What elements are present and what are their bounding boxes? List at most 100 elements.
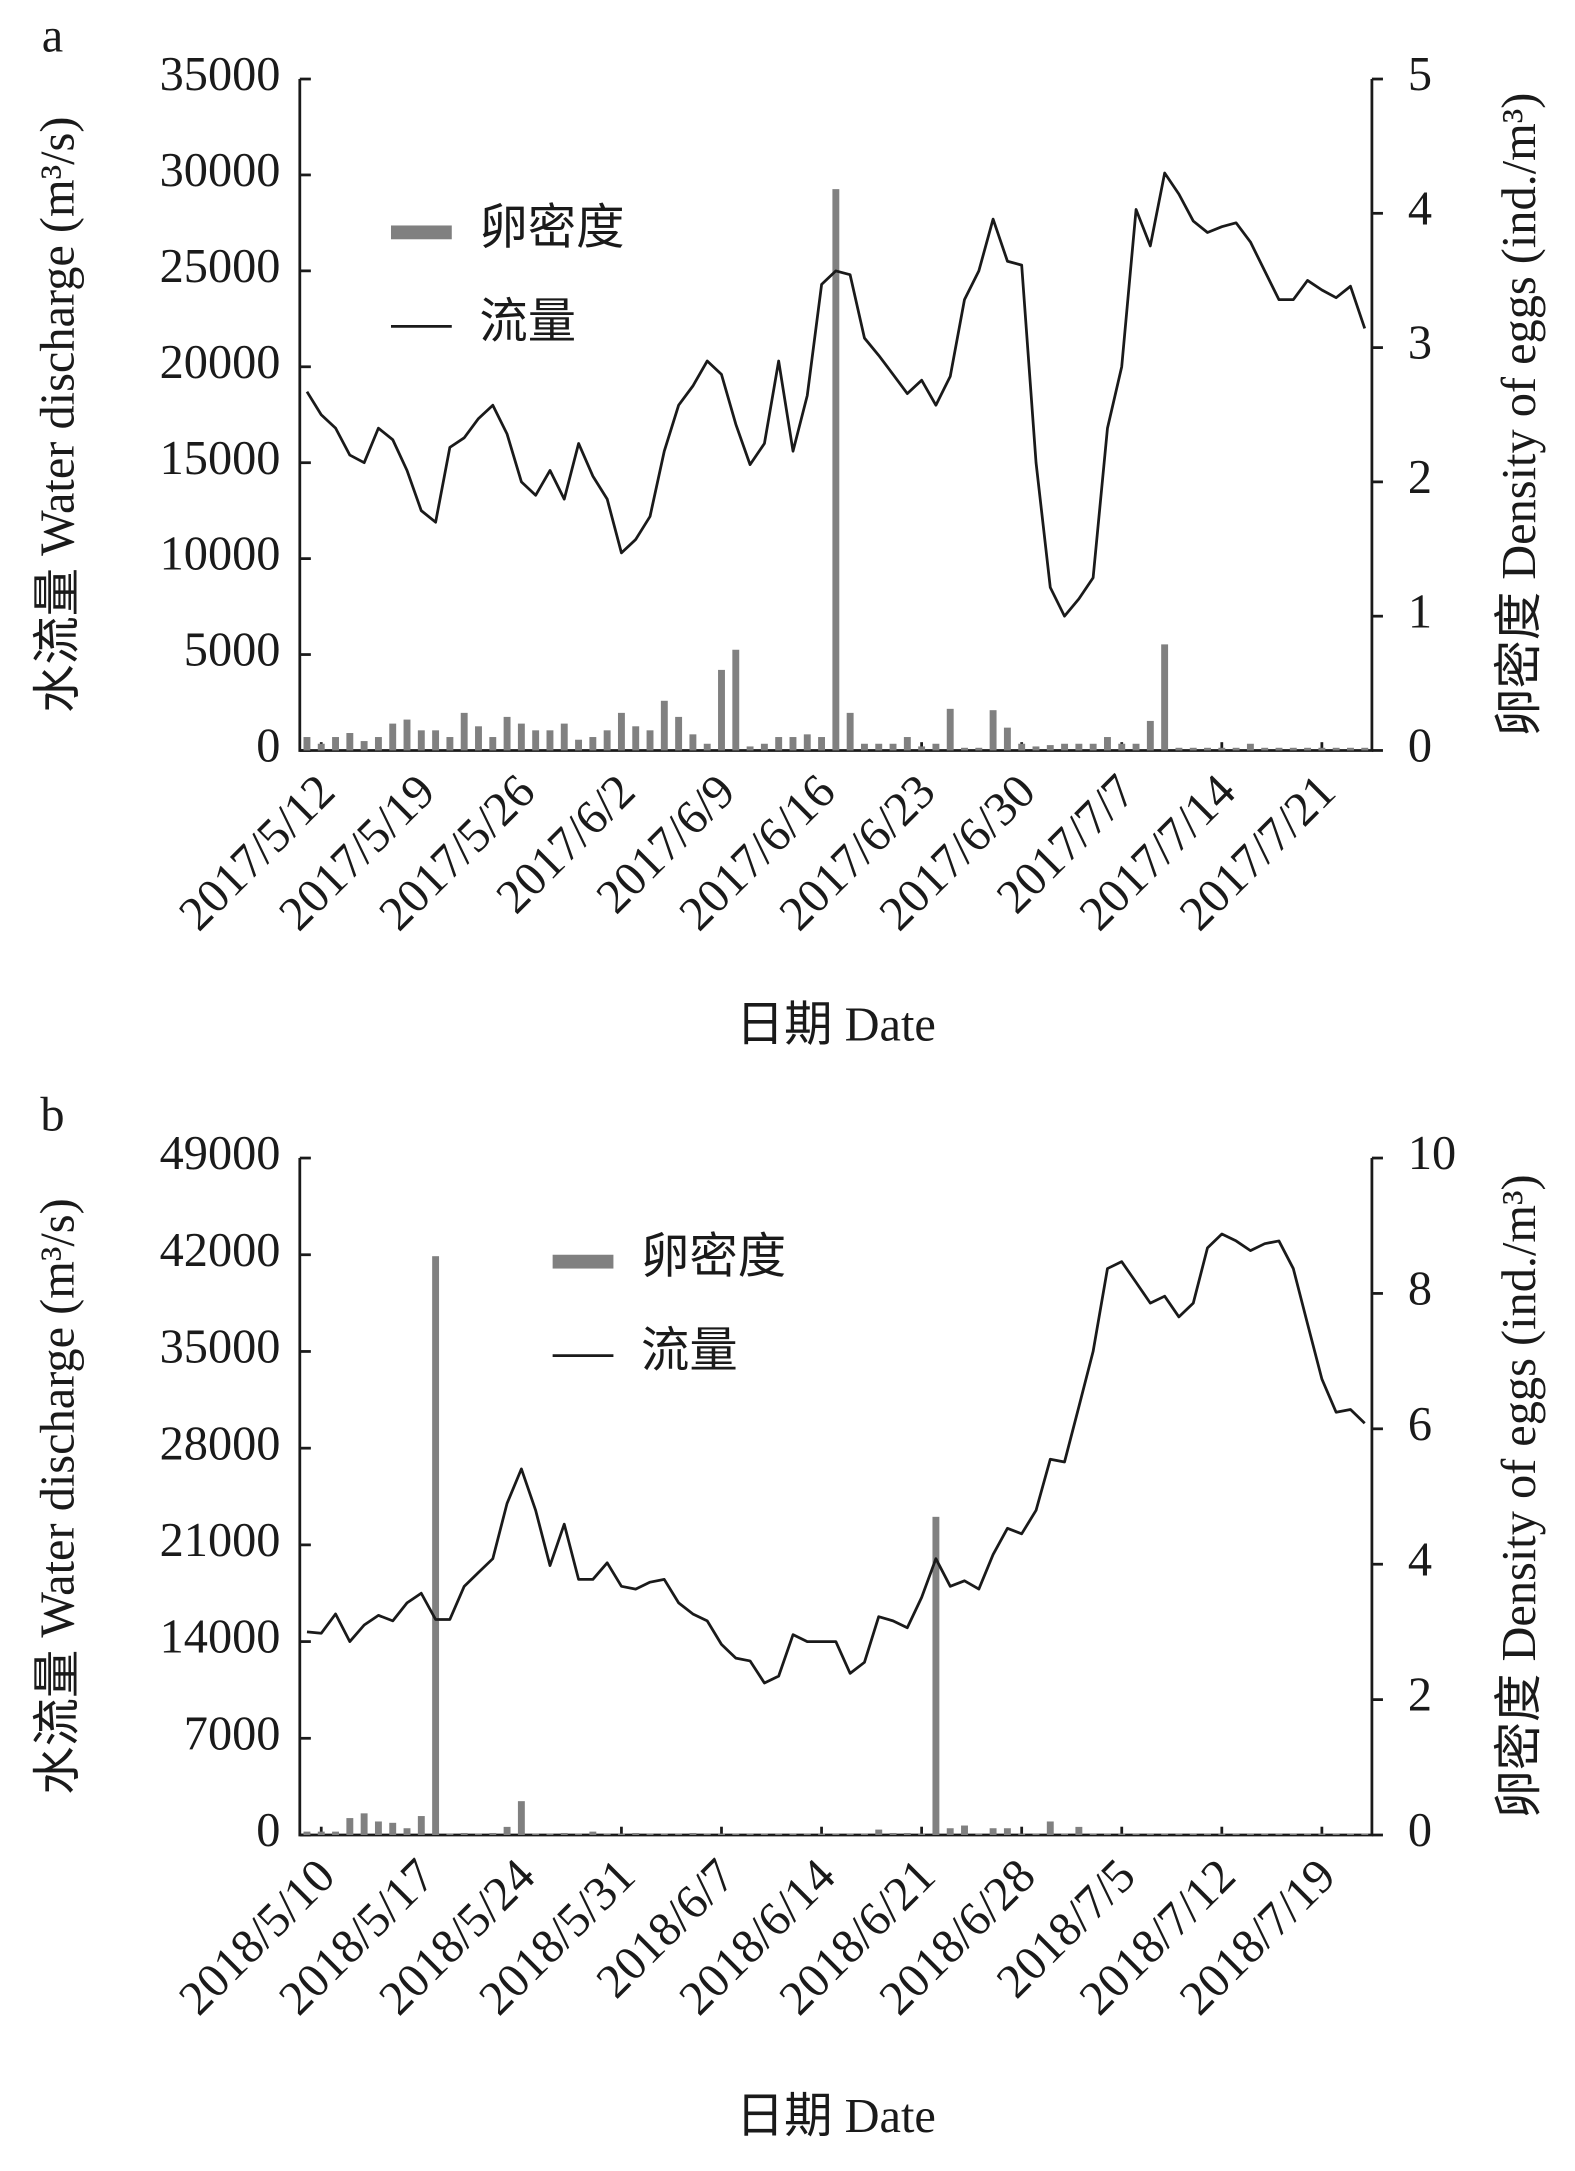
bar [446, 737, 454, 751]
y-tick-label: 30000 [160, 144, 281, 197]
bar [417, 730, 425, 751]
bar [1275, 747, 1283, 751]
bar [1361, 1833, 1369, 1836]
bar [660, 1833, 668, 1836]
bar [1089, 743, 1097, 751]
bar [946, 708, 954, 751]
bar [760, 743, 768, 751]
bar [1032, 746, 1040, 751]
y-tick-label: 25000 [160, 240, 281, 293]
bar [360, 741, 368, 751]
bar [689, 734, 697, 751]
bar [475, 726, 482, 751]
legend-label: 流量 [479, 295, 576, 348]
bar [1018, 743, 1026, 751]
bar [432, 730, 440, 751]
bar [1032, 1833, 1040, 1836]
bar [1318, 747, 1326, 751]
bar [1189, 1833, 1197, 1836]
bar [932, 743, 940, 751]
bar [303, 1831, 311, 1836]
bar [889, 743, 897, 751]
bar [346, 1818, 354, 1836]
bar [703, 1833, 711, 1836]
bar [946, 1828, 954, 1836]
legend-label: 卵密度 [479, 200, 624, 254]
bar [317, 1831, 325, 1836]
bar [575, 1833, 583, 1836]
bar [589, 1831, 597, 1836]
bar [860, 743, 868, 751]
bar [589, 737, 597, 751]
bar [1132, 743, 1140, 751]
bar [1146, 720, 1154, 751]
y2-tick-label: 6 [1408, 1398, 1432, 1451]
y2-axis-label: 卵密度 Density of eggs (ind./m³) [1492, 1174, 1546, 1818]
discharge-line [306, 1232, 1366, 1685]
bar [975, 747, 983, 751]
bar [503, 716, 511, 751]
y2-tick-label: 2 [1408, 451, 1432, 504]
bar [1003, 1828, 1011, 1836]
y-tick-label: 35000 [160, 48, 281, 101]
bar [1275, 1833, 1283, 1836]
bar [789, 1833, 797, 1836]
x-axis-label: 日期 Date [736, 2090, 936, 2143]
bar [1361, 747, 1369, 751]
bar [1261, 747, 1269, 751]
bar [932, 1516, 940, 1836]
legend-label: 卵密度 [641, 1230, 786, 1284]
bar [1232, 747, 1240, 751]
bar [1046, 1821, 1054, 1836]
bar [517, 723, 525, 751]
bar [775, 737, 783, 751]
bar [403, 1828, 411, 1836]
bar [1061, 1833, 1069, 1836]
bar [1104, 737, 1111, 751]
bar [632, 726, 640, 751]
bar [432, 1256, 440, 1836]
bar [1289, 747, 1297, 751]
bar [1132, 1833, 1140, 1836]
bar [460, 712, 468, 751]
bar [646, 730, 654, 751]
bar [1246, 1833, 1254, 1836]
bar [1218, 747, 1226, 751]
bar [532, 730, 540, 751]
y2-tick-label: 8 [1408, 1263, 1432, 1316]
panel-label: b [40, 1088, 64, 1141]
bar [1347, 747, 1354, 751]
bar [675, 1833, 683, 1836]
bar [1204, 747, 1211, 751]
bar [675, 716, 683, 751]
bar [1046, 745, 1054, 751]
bar [1232, 1833, 1240, 1836]
bar [389, 1822, 397, 1836]
bar [374, 1821, 382, 1836]
y-axis-label: 水流量 Water discharge (m³/s) [31, 1198, 84, 1794]
y2-tick-label: 4 [1408, 1533, 1432, 1586]
bar [332, 737, 339, 751]
bar [961, 1825, 968, 1836]
y2-tick-label: 5 [1408, 48, 1432, 101]
bar [689, 1832, 697, 1836]
bar [1304, 1833, 1312, 1836]
bar [775, 1833, 783, 1836]
bar [732, 1833, 740, 1836]
bar [489, 1832, 497, 1836]
bar [603, 730, 611, 751]
bar [803, 1833, 811, 1836]
bar [1175, 747, 1183, 751]
bar [1104, 1833, 1111, 1836]
legend-label: 流量 [641, 1325, 738, 1378]
bar [632, 1832, 640, 1836]
y-tick-label: 10000 [160, 528, 281, 581]
bar [975, 1833, 983, 1836]
y-tick-label: 42000 [160, 1224, 281, 1277]
axis-line [298, 1158, 1374, 1837]
bar [746, 1833, 754, 1836]
bar [1003, 727, 1011, 751]
y2-tick-label: 0 [1408, 1804, 1432, 1857]
bar [346, 733, 354, 751]
bar [560, 723, 568, 751]
